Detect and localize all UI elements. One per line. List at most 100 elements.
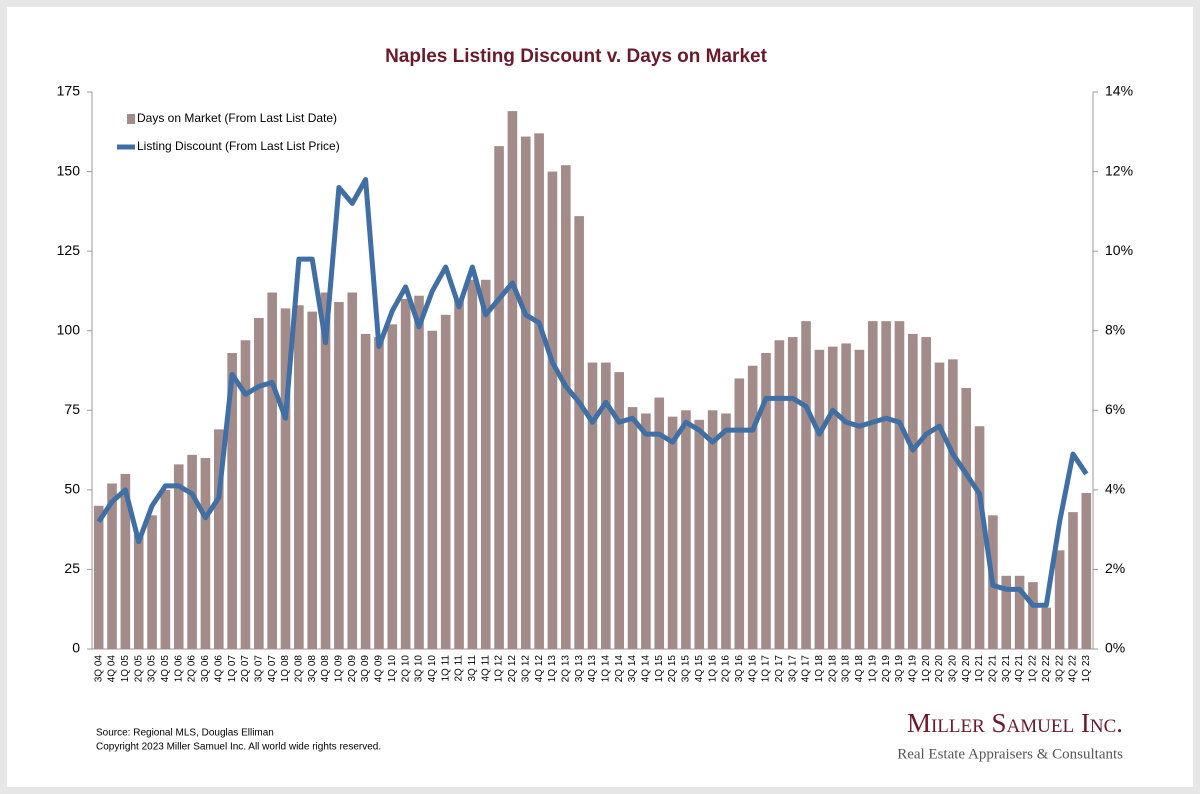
- x-tick-label: 1Q 08: [280, 655, 291, 683]
- x-tick-label: 1Q 18: [814, 655, 825, 683]
- bar: [601, 362, 611, 649]
- x-tick-label: 4Q 06: [213, 655, 224, 683]
- bar: [667, 416, 678, 649]
- bar: [200, 458, 211, 649]
- y-tick-label: 150: [57, 162, 81, 178]
- x-tick-label: 2Q 10: [400, 655, 411, 683]
- bar: [721, 413, 731, 649]
- x-tick-label: 2Q 05: [133, 655, 144, 683]
- x-tick-label: 1Q 19: [867, 655, 878, 683]
- x-tick-label: 1Q 09: [334, 655, 345, 683]
- y2-tick-label: 12%: [1105, 162, 1133, 178]
- x-tick-label: 2Q 17: [774, 655, 785, 683]
- bar: [267, 292, 277, 649]
- bar: [294, 305, 304, 649]
- x-tick-label: 3Q 11: [467, 655, 478, 682]
- bar: [347, 292, 358, 649]
- legend-label: Listing Discount (From Last List Price): [137, 139, 340, 153]
- bar: [494, 146, 504, 649]
- x-tick-label: 4Q 21: [1014, 655, 1025, 683]
- bar: [614, 372, 624, 649]
- bar: [761, 352, 771, 649]
- x-tick-label: 4Q 05: [160, 655, 171, 683]
- x-tick-label: 4Q 19: [907, 655, 918, 683]
- x-tick-label: 1Q 22: [1028, 655, 1039, 683]
- x-tick-label: 3Q 14: [627, 655, 638, 683]
- x-tick-label: 1Q 06: [173, 655, 184, 683]
- bar: [520, 136, 531, 649]
- bar: [467, 279, 478, 649]
- bar: [681, 410, 691, 649]
- x-tick-label: 4Q 04: [107, 655, 118, 683]
- x-tick-label: 1Q 07: [227, 655, 238, 683]
- bar: [440, 314, 451, 649]
- x-tick-label: 1Q 20: [921, 655, 932, 683]
- x-tick-label: 4Q 09: [374, 655, 385, 683]
- y2-tick-label: 0%: [1105, 640, 1125, 656]
- bar: [213, 429, 224, 649]
- logo: Miller Samuel Inc.: [907, 708, 1123, 738]
- bar: [133, 534, 144, 649]
- x-tick-label: 3Q 15: [681, 655, 692, 683]
- y2-tick-label: 2%: [1105, 560, 1125, 576]
- bar: [707, 410, 718, 649]
- bar: [320, 292, 331, 649]
- x-tick-label: 3Q 09: [360, 655, 371, 683]
- bar: [587, 362, 598, 649]
- legend-swatch: [127, 114, 135, 124]
- bar: [1041, 607, 1052, 649]
- bar: [841, 343, 851, 649]
- y2-tick-label: 10%: [1105, 242, 1133, 258]
- y-tick-label: 50: [64, 481, 80, 497]
- x-tick-label: 2Q 15: [667, 655, 678, 683]
- source: Source: Regional MLS, Douglas Elliman: [96, 728, 274, 739]
- bar: [747, 365, 758, 649]
- bar: [908, 333, 918, 649]
- bar: [974, 426, 985, 649]
- y-tick-label: 0: [72, 640, 80, 656]
- card: [7, 7, 1193, 787]
- y2-tick-label: 14%: [1105, 83, 1133, 99]
- x-tick-label: 2Q 09: [347, 655, 358, 683]
- x-tick-label: 3Q 17: [787, 655, 798, 683]
- bar: [254, 317, 264, 649]
- bar: [627, 407, 638, 649]
- x-tick-label: 1Q 21: [974, 655, 985, 683]
- y-tick-label: 125: [57, 242, 81, 258]
- x-tick-label: 2Q 12: [507, 655, 518, 683]
- x-tick-label: 2Q 22: [1041, 655, 1052, 683]
- x-tick-label: 2Q 16: [721, 655, 732, 683]
- x-tick-label: 4Q 20: [961, 655, 972, 683]
- x-tick-label: 4Q 11: [480, 655, 491, 682]
- x-tick-label: 1Q 13: [547, 655, 558, 683]
- bar: [921, 337, 931, 649]
- bar: [374, 337, 384, 649]
- bar: [801, 321, 811, 649]
- bar: [480, 279, 491, 649]
- x-tick-label: 3Q 05: [147, 655, 158, 683]
- x-tick-label: 1Q 12: [494, 655, 505, 683]
- x-tick-label: 4Q 08: [320, 655, 331, 683]
- bar: [827, 346, 838, 649]
- x-tick-label: 3Q 10: [414, 655, 425, 683]
- x-tick-label: 2Q 11: [454, 655, 465, 682]
- x-tick-label: 4Q 16: [747, 655, 758, 683]
- bar: [107, 483, 117, 649]
- bar: [307, 311, 318, 649]
- x-tick-label: 3Q 06: [200, 655, 211, 683]
- y-tick-label: 75: [64, 401, 80, 417]
- chart-title: Naples Listing Discount v. Days on Marke…: [385, 46, 768, 67]
- x-tick-label: 1Q 11: [440, 655, 451, 682]
- line: [96, 177, 1089, 608]
- x-tick-label: 1Q 16: [707, 655, 718, 683]
- bar: [160, 489, 171, 649]
- x-tick-label: 4Q 13: [587, 655, 598, 683]
- x-tick-label: 2Q 21: [988, 655, 999, 683]
- x-tick-label: 2Q 19: [881, 655, 892, 683]
- bar: [334, 302, 344, 649]
- x-tick-label: 1Q 17: [761, 655, 772, 683]
- bar: [120, 473, 131, 649]
- x-tick-label: 2Q 07: [240, 655, 251, 683]
- bar: [360, 333, 371, 649]
- bar: [881, 321, 891, 649]
